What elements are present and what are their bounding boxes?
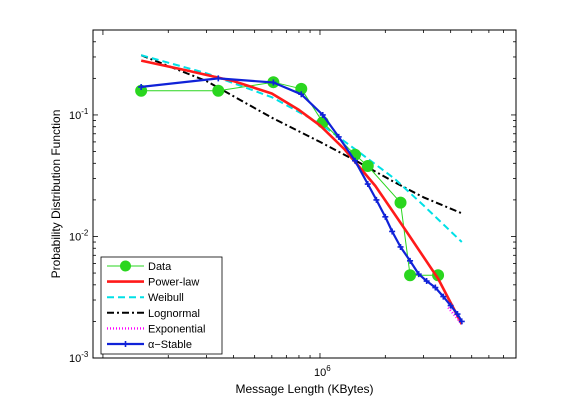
data-point	[373, 196, 380, 203]
legend-label-data: Data	[148, 261, 172, 273]
data-point	[415, 271, 422, 278]
legend-marker	[122, 341, 129, 347]
legend-marker	[120, 260, 131, 272]
data-point	[215, 75, 222, 82]
y-tick-label: 10-2	[69, 228, 89, 243]
data-point	[404, 269, 417, 282]
series-line-lognormal	[140, 54, 463, 215]
data-point	[407, 257, 414, 264]
data-point	[352, 157, 359, 164]
legend-label-weibull: Weibull	[148, 292, 184, 304]
legend-label-alpha-stable: α−Stable	[148, 339, 192, 351]
data-point	[270, 79, 277, 86]
y-axis-label: Probability Distribution Function	[49, 110, 63, 279]
x-axis-label: Message Length (KBytes)	[235, 382, 373, 396]
axis-ticks: 10-1 10-2 10-3 106	[69, 29, 517, 379]
legend-label-lognormal: Lognormal	[148, 308, 200, 320]
data-point	[361, 160, 374, 173]
data-point	[389, 228, 396, 235]
series-layer	[135, 54, 465, 325]
y-tick-label: 10-1	[69, 107, 89, 122]
data-point	[432, 284, 439, 291]
data-point	[440, 293, 447, 300]
series-exponential	[447, 306, 463, 325]
series-line-exponential	[447, 306, 463, 325]
data-point	[138, 83, 145, 90]
data-point	[458, 318, 465, 325]
data-point	[382, 213, 389, 220]
y-tick-label: 10-3	[69, 350, 89, 365]
data-point	[454, 311, 461, 318]
data-point	[447, 302, 454, 309]
data-point	[335, 133, 342, 140]
series-line-alpha-stable	[141, 77, 463, 322]
legend-label-exponential: Exponential	[148, 323, 206, 335]
series-lognormal	[140, 54, 463, 215]
legend-label-power-law: Power-law	[148, 277, 199, 289]
data-point	[212, 84, 225, 97]
data-point	[319, 111, 326, 118]
data-point	[397, 243, 404, 250]
legend-box	[100, 256, 223, 355]
x-tick-label: 106	[314, 364, 331, 379]
legend: Data Power-law Weibull Lognormal Exponential…	[100, 256, 223, 355]
data-point	[394, 196, 407, 209]
series-alpha-stable	[138, 75, 465, 325]
data-point	[423, 278, 430, 285]
data-point	[364, 181, 371, 188]
data-point	[298, 91, 305, 98]
